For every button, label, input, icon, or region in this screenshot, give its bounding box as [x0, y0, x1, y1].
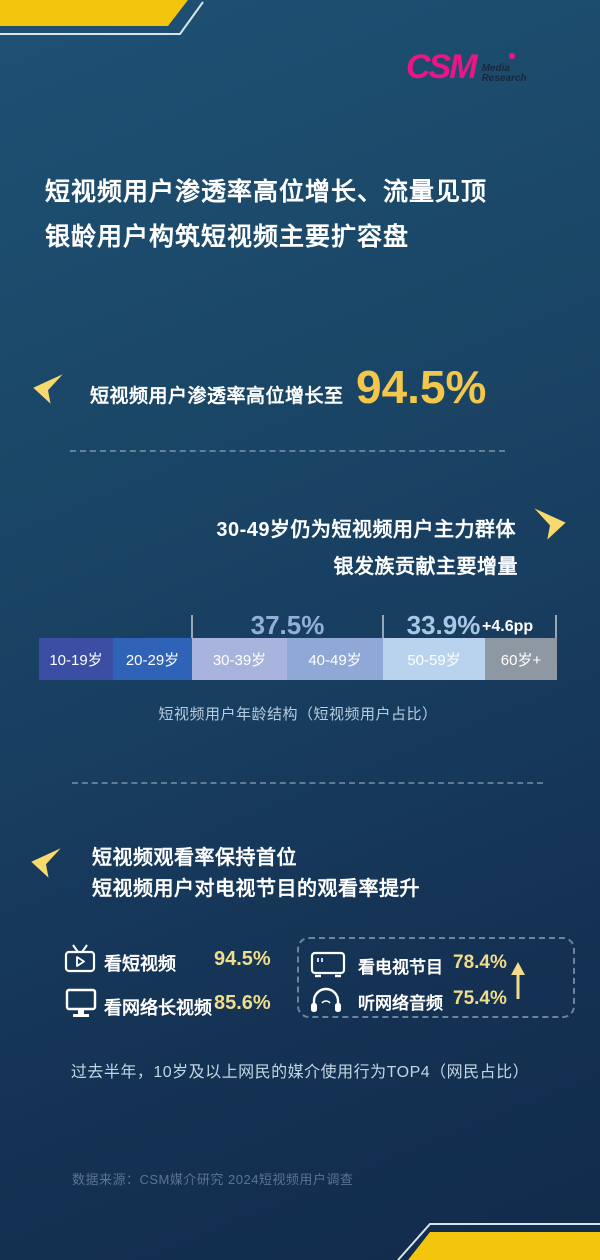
behavior-heading-line-2: 短视频用户对电视节目的观看率提升 [92, 878, 420, 900]
age-bar-segment: 50-59岁 [383, 638, 485, 680]
stat-value-long-video: 85.6% [214, 992, 271, 1014]
age-bar-segment: 10-19岁 [39, 638, 113, 680]
penetration-label: 短视频用户渗透率高位增长至 [90, 386, 344, 407]
stat-label-long-video: 看网络长视频 [104, 998, 212, 1018]
csm-logo: CSM Media Research [406, 48, 527, 86]
title-line-2: 银龄用户构筑短视频主要扩容盘 [45, 223, 410, 251]
age-bar-segment: 30-39岁 [192, 638, 287, 680]
dashed-divider-1 [70, 450, 505, 452]
chart-tick-middle [382, 615, 384, 639]
age-group-50plus-change: +4.6pp [482, 618, 534, 635]
chart-tick-left [191, 615, 193, 639]
age-heading-line-1: 30-49岁仍为短视频用户主力群体 [216, 519, 516, 541]
age-group-30-49-value: 37.5% [250, 610, 325, 640]
age-bar-segment: 60岁+ [485, 638, 557, 680]
yellow-arrow-right-icon [534, 508, 566, 540]
behavior-caption: 过去半年，10岁及以上网民的媒介使用行为TOP4（网民占比） [70, 1064, 530, 1081]
age-bar: 10-19岁 20-29岁 30-39岁 40-49岁 50-59岁 60岁+ [39, 638, 557, 680]
csm-logo-subtext: Media Research [481, 63, 527, 84]
stat-value-tv-program: 78.4% [453, 952, 507, 973]
logo-dot-icon [509, 53, 515, 59]
age-bar-segment: 40-49岁 [287, 638, 383, 680]
corner-decoration-top-left [0, 0, 204, 35]
corner-decoration-bottom-right [397, 1223, 600, 1260]
chart-tick-right [555, 615, 557, 639]
stat-label-online-audio: 听网络音频 [358, 994, 443, 1013]
stat-value-short-video: 94.5% [214, 948, 271, 970]
yellow-arrow-left-icon [31, 848, 61, 878]
yellow-arrow-left-icon [33, 374, 63, 404]
age-chart-caption: 短视频用户年龄结构（短视频用户占比） [158, 706, 438, 723]
age-heading-line-2: 银发族贡献主要增量 [333, 556, 518, 578]
tv-icon [310, 951, 346, 978]
up-arrow-icon [511, 962, 525, 999]
data-source: 数据来源：CSM媒介研究 2024短视频用户调查 [72, 1172, 354, 1187]
stat-label-short-video: 看短视频 [104, 954, 176, 974]
stat-value-online-audio: 75.4% [453, 988, 507, 1009]
csm-logo-text: CSM [406, 48, 478, 86]
tv-audio-stat-box: 看电视节目 78.4% 听网络音频 75.4% [297, 937, 575, 1018]
dashed-divider-2 [72, 782, 543, 784]
tv-play-icon [64, 944, 96, 973]
penetration-value: 94.5% [356, 361, 487, 413]
behavior-heading-line-1: 短视频观看率保持首位 [92, 847, 297, 869]
age-group-50plus-value: 33.9% [406, 610, 481, 640]
age-bar-segment: 20-29岁 [113, 638, 192, 680]
title-line-1: 短视频用户渗透率高位增长、流量见顶 [45, 178, 488, 206]
page-title: 短视频用户渗透率高位增长、流量见顶 银龄用户构筑短视频主要扩容盘 [45, 170, 487, 260]
headphones-icon [311, 987, 341, 1012]
stat-label-tv-program: 看电视节目 [358, 958, 443, 977]
monitor-icon [65, 988, 97, 1017]
